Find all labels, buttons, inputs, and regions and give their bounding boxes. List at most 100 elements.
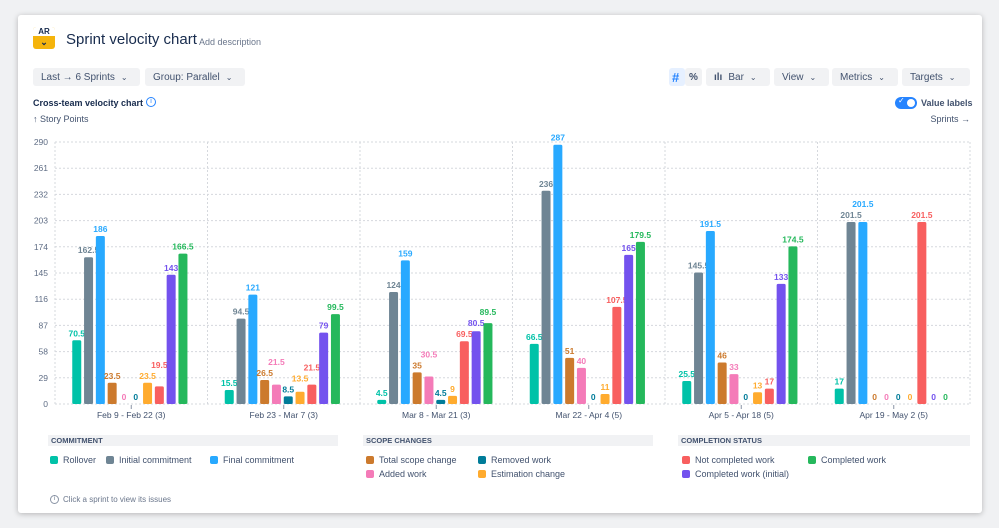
bar-completed[interactable]: [483, 323, 493, 404]
group-dropdown[interactable]: Group: Parallel ⌄: [145, 68, 245, 86]
x-tick-label[interactable]: Feb 9 - Feb 22 (3): [97, 410, 166, 420]
y-tick-label: 116: [34, 294, 48, 304]
count-mode-button[interactable]: #: [669, 68, 685, 86]
bar-completed_initial[interactable]: [166, 274, 176, 404]
value-label: 26.5: [256, 368, 273, 378]
bar-initial[interactable]: [236, 318, 246, 404]
legend-item-estimation-change[interactable]: Estimation change: [478, 469, 565, 479]
x-tick-label[interactable]: Feb 23 - Mar 7 (3): [250, 410, 319, 420]
legend-item-added-work[interactable]: Added work: [366, 469, 427, 479]
value-label: 0: [908, 392, 913, 402]
bar-total_scope[interactable]: [717, 362, 727, 404]
value-label: 69.5: [456, 329, 473, 339]
view-dropdown[interactable]: View ⌄: [774, 68, 829, 86]
bar-rollover[interactable]: [834, 388, 844, 404]
bar-completed_initial[interactable]: [776, 283, 786, 404]
bar-initial[interactable]: [84, 257, 94, 404]
chart-type-dropdown[interactable]: ılı Bar ⌄: [706, 68, 770, 86]
bar-not_completed[interactable]: [917, 221, 927, 404]
value-label: 4.5: [435, 388, 447, 398]
value-label: 0: [133, 392, 138, 402]
bar-final[interactable]: [553, 144, 563, 405]
bar-added[interactable]: [576, 367, 586, 404]
legend-item-rollover[interactable]: Rollover: [50, 455, 96, 465]
bar-rollover[interactable]: [529, 343, 539, 404]
bar-completed[interactable]: [330, 314, 340, 404]
bar-not_completed[interactable]: [307, 384, 317, 404]
x-tick-label[interactable]: Mar 8 - Mar 21 (3): [402, 410, 471, 420]
value-label: 33: [729, 362, 739, 372]
legend-item-not-completed-work[interactable]: Not completed work: [682, 455, 775, 465]
value-label: 99.5: [327, 302, 344, 312]
bar-final[interactable]: [248, 294, 258, 404]
legend-item-removed-work[interactable]: Removed work: [478, 455, 551, 465]
value-label: 0: [743, 392, 748, 402]
value-label: 165: [622, 243, 636, 253]
add-description-link[interactable]: Add description: [199, 37, 262, 47]
bar-total_scope[interactable]: [107, 382, 117, 404]
percent-mode-button[interactable]: %: [685, 68, 702, 86]
bar-initial[interactable]: [694, 272, 704, 404]
bar-rollover[interactable]: [682, 380, 692, 404]
bar-estimation[interactable]: [753, 392, 763, 404]
bar-total_scope[interactable]: [260, 380, 270, 404]
bar-completed[interactable]: [788, 246, 798, 404]
bar-estimation[interactable]: [295, 391, 305, 404]
bar-completed_initial[interactable]: [319, 332, 329, 404]
bar-total_scope[interactable]: [412, 372, 422, 404]
value-label: 159: [398, 248, 412, 258]
legend-item-final-commitment[interactable]: Final commitment: [210, 455, 294, 465]
bar-not_completed[interactable]: [612, 306, 622, 404]
bar-estimation[interactable]: [143, 382, 153, 404]
bar-estimation[interactable]: [448, 395, 458, 404]
legend-item-completed-work[interactable]: Completed work: [808, 455, 886, 465]
bar-initial[interactable]: [846, 221, 856, 404]
value-label: 0: [943, 392, 948, 402]
bar-completed_initial[interactable]: [471, 331, 481, 404]
bar-removed[interactable]: [283, 396, 293, 404]
chart-card: AR ⌄ Sprint velocity chart Add descriptio…: [18, 15, 982, 513]
sprint-range-dropdown[interactable]: Last → 6 Sprints ⌄: [33, 68, 140, 86]
bar-completed_initial[interactable]: [624, 254, 634, 404]
hint-text: i Click a sprint to view its issues: [50, 495, 171, 504]
metrics-dropdown[interactable]: Metrics ⌄: [832, 68, 898, 86]
value-labels-toggle[interactable]: ✓: [895, 96, 917, 109]
bar-final[interactable]: [400, 260, 410, 404]
legend-item-completed-work-initial[interactable]: Completed work (initial): [682, 469, 789, 479]
value-label: 79: [319, 321, 329, 331]
check-icon: ✓: [898, 96, 905, 105]
bar-initial[interactable]: [389, 291, 399, 404]
legend-item-initial-commitment[interactable]: Initial commitment: [106, 455, 192, 465]
bar-rollover[interactable]: [224, 389, 234, 404]
x-tick-label[interactable]: Apr 5 - Apr 18 (5): [709, 410, 774, 420]
targets-dropdown[interactable]: Targets ⌄: [902, 68, 970, 86]
value-label: 17: [765, 377, 775, 387]
bar-added[interactable]: [729, 374, 739, 404]
info-icon[interactable]: i: [146, 97, 156, 107]
bar-final[interactable]: [705, 230, 715, 404]
bar-completed[interactable]: [178, 253, 188, 404]
value-label: 46: [717, 350, 727, 360]
bar-completed[interactable]: [635, 241, 645, 404]
x-tick-label[interactable]: Mar 22 - Apr 4 (5): [555, 410, 622, 420]
chevron-down-icon: ⌄: [878, 72, 885, 82]
bar-added[interactable]: [271, 384, 281, 404]
bar-not_completed[interactable]: [764, 388, 774, 404]
bar-estimation[interactable]: [600, 394, 610, 404]
bar-not_completed[interactable]: [459, 341, 469, 404]
x-tick-label[interactable]: Apr 19 - May 2 (5): [860, 410, 929, 420]
bar-final[interactable]: [858, 221, 868, 404]
bar-removed[interactable]: [436, 399, 446, 404]
bar-rollover[interactable]: [377, 399, 387, 404]
chevron-icon: ⌄: [40, 37, 48, 47]
bar-added[interactable]: [424, 376, 434, 404]
y-tick-label: 29: [39, 373, 49, 383]
legend-item-total-scope-change[interactable]: Total scope change: [366, 455, 457, 465]
bar-total_scope[interactable]: [565, 357, 575, 404]
value-label: 236: [539, 179, 553, 189]
bar-final[interactable]: [95, 235, 105, 404]
bar-initial[interactable]: [541, 190, 551, 404]
bar-not_completed[interactable]: [154, 386, 164, 404]
value-label: 0: [931, 392, 936, 402]
bar-rollover[interactable]: [72, 340, 82, 404]
